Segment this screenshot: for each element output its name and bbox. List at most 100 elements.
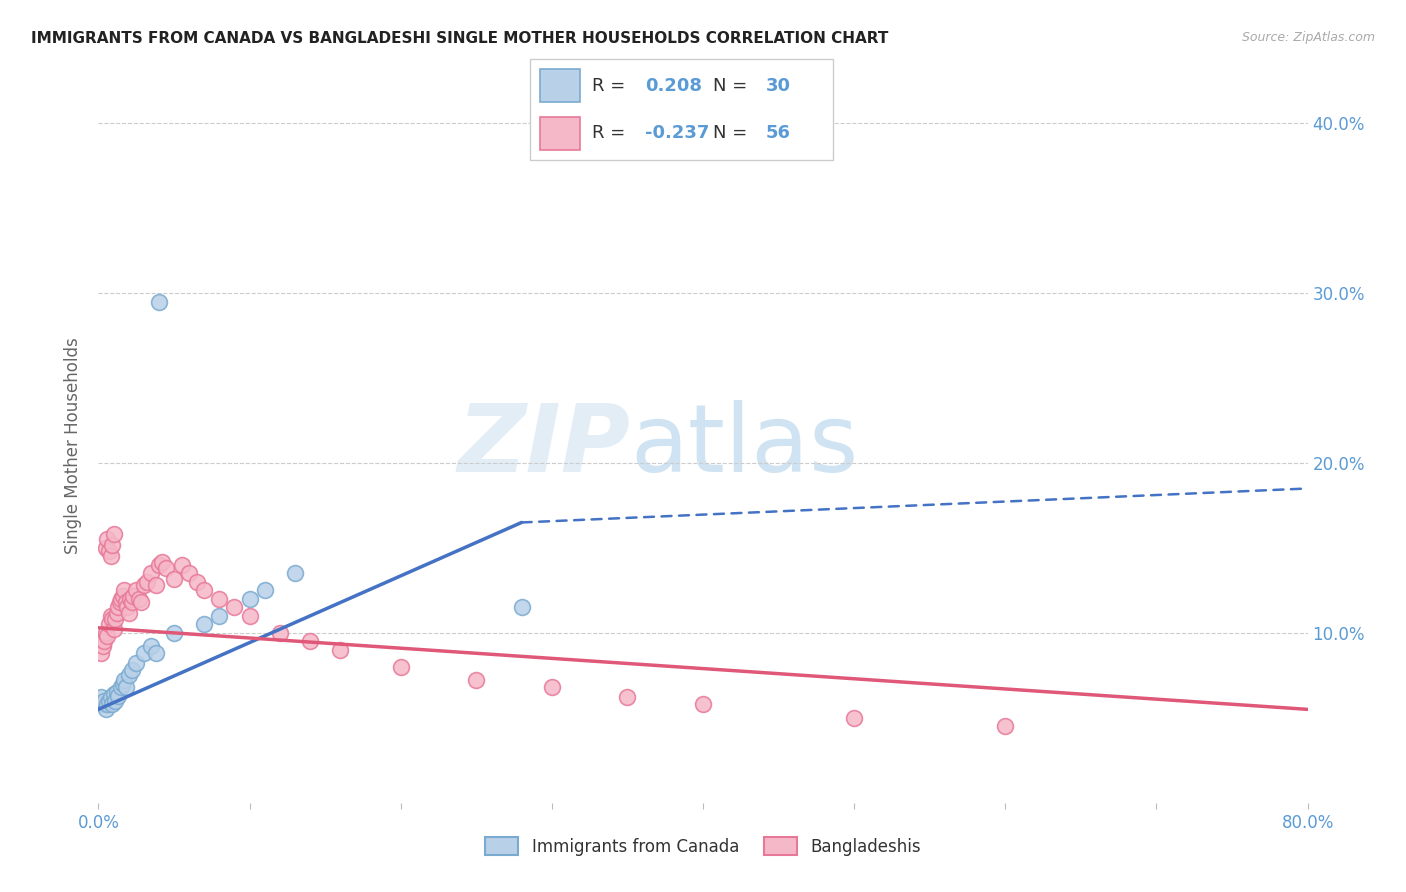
Point [239,608,262,623]
Point [186,574,208,589]
Point [112,673,135,688]
Text: R =: R = [592,77,631,95]
Point [208,608,231,623]
Point [114,680,136,694]
Point [100,549,122,564]
Point [540,680,562,694]
Text: N =: N = [713,124,752,142]
Point [101,537,124,551]
Point [208,591,231,606]
Text: -0.237: -0.237 [645,124,709,142]
Point [284,566,307,581]
Point [90,646,112,660]
Point [193,617,215,632]
Point [101,698,124,712]
Point [125,657,148,671]
Point [98,617,121,632]
Point [692,698,714,712]
Point [253,583,276,598]
Point [141,640,163,654]
Point [170,558,193,572]
Point [128,591,150,606]
Point [994,719,1017,733]
Point [299,634,322,648]
Point [148,558,170,572]
Point [111,677,134,691]
Point [114,595,136,609]
Text: IMMIGRANTS FROM CANADA VS BANGLADESHI SINGLE MOTHER HOUSEHOLDS CORRELATION CHART: IMMIGRANTS FROM CANADA VS BANGLADESHI SI… [31,31,889,46]
Point [108,595,131,609]
Point [91,698,114,712]
Point [145,578,167,592]
Point [389,660,412,674]
Point [150,555,173,569]
Point [96,698,118,712]
Point [120,591,142,606]
Point [145,646,167,660]
Point [115,600,138,615]
FancyBboxPatch shape [540,70,579,102]
Point [132,646,155,660]
Point [101,612,124,626]
Point [105,606,128,620]
Text: R =: R = [592,124,631,142]
Point [129,595,152,609]
Point [112,583,135,598]
Point [118,668,141,682]
Point [94,626,117,640]
Point [616,690,638,705]
Text: 56: 56 [765,124,790,142]
Point [163,572,186,586]
Point [103,687,125,701]
Point [94,541,117,555]
Point [110,591,132,606]
Point [155,561,177,575]
Point [121,663,143,677]
Point [224,600,246,615]
Point [103,623,125,637]
Point [105,685,128,699]
Point [98,694,121,708]
Point [107,600,129,615]
Point [100,608,122,623]
Point [148,294,170,309]
Point [193,583,215,598]
Point [93,634,115,648]
FancyBboxPatch shape [530,59,834,160]
Point [179,566,201,581]
Text: ZIP: ZIP [457,400,630,492]
FancyBboxPatch shape [540,118,579,150]
Point [329,643,352,657]
Point [163,626,186,640]
Point [91,640,114,654]
Point [104,694,127,708]
Point [93,694,115,708]
Point [111,589,134,603]
Point [465,673,488,688]
Point [110,680,132,694]
Y-axis label: Single Mother Households: Single Mother Households [65,338,83,554]
Point [239,591,262,606]
Point [90,690,112,705]
Text: Source: ZipAtlas.com: Source: ZipAtlas.com [1241,31,1375,45]
Text: 30: 30 [765,77,790,95]
Point [844,711,866,725]
Point [125,583,148,598]
Point [103,527,125,541]
Point [104,612,127,626]
Point [141,566,163,581]
Point [98,544,121,558]
Point [96,533,118,547]
Point [122,589,145,603]
Point [510,600,533,615]
Text: N =: N = [713,77,752,95]
Point [121,595,143,609]
Text: atlas: atlas [630,400,859,492]
Legend: Immigrants from Canada, Bangladeshis: Immigrants from Canada, Bangladeshis [478,830,928,863]
Text: 0.208: 0.208 [645,77,702,95]
Point [132,578,155,592]
Point [100,690,122,705]
Point [118,606,141,620]
Point [96,629,118,643]
Point [94,702,117,716]
